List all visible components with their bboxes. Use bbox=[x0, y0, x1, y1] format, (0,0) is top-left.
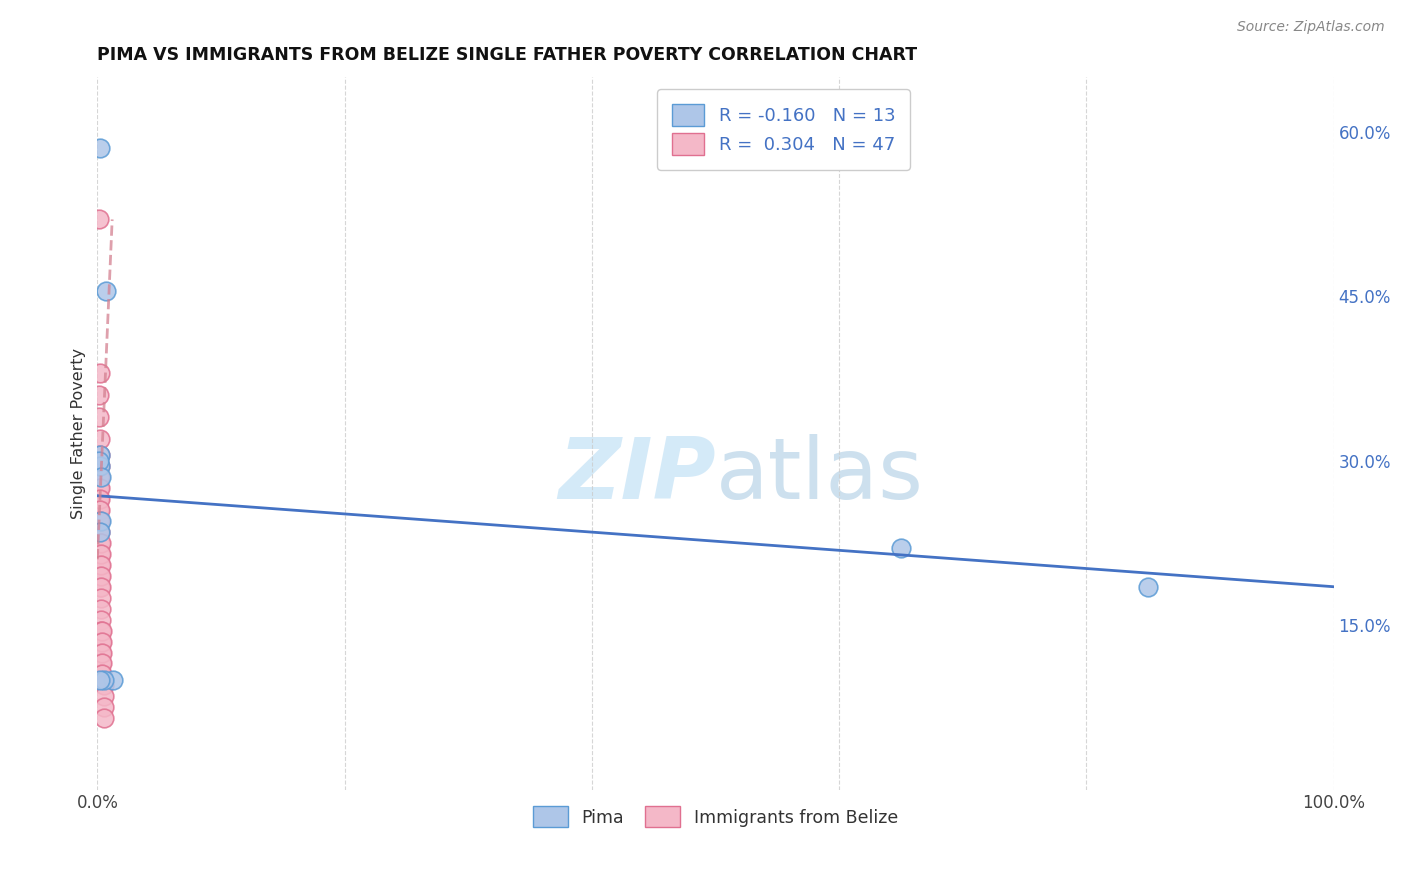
Point bbox=[90, 624, 112, 638]
Point bbox=[91, 657, 114, 671]
Point bbox=[89, 459, 111, 474]
Point bbox=[91, 624, 114, 638]
Point bbox=[89, 366, 111, 380]
Point bbox=[87, 453, 110, 467]
Point bbox=[89, 558, 111, 572]
Point bbox=[87, 481, 110, 495]
Point bbox=[87, 388, 110, 402]
Point bbox=[90, 536, 112, 550]
Point bbox=[89, 448, 111, 462]
Point bbox=[90, 646, 112, 660]
Y-axis label: Single Father Poverty: Single Father Poverty bbox=[72, 348, 86, 519]
Point bbox=[93, 690, 115, 704]
Point bbox=[89, 141, 111, 155]
Point bbox=[89, 580, 111, 594]
Point bbox=[90, 470, 112, 484]
Point bbox=[1137, 580, 1160, 594]
Point bbox=[90, 634, 112, 648]
Point bbox=[89, 481, 111, 495]
Point bbox=[89, 459, 111, 474]
Point bbox=[90, 568, 112, 582]
Point bbox=[89, 448, 111, 462]
Point bbox=[90, 601, 112, 615]
Point bbox=[87, 524, 110, 539]
Text: ZIP: ZIP bbox=[558, 434, 716, 517]
Point bbox=[90, 514, 112, 528]
Text: atlas: atlas bbox=[716, 434, 924, 517]
Point bbox=[90, 591, 112, 605]
Point bbox=[90, 558, 112, 572]
Point bbox=[87, 491, 110, 506]
Point bbox=[91, 634, 114, 648]
Point bbox=[87, 470, 110, 484]
Point bbox=[890, 541, 912, 556]
Point bbox=[87, 459, 110, 474]
Point bbox=[94, 284, 117, 298]
Point bbox=[93, 711, 115, 725]
Point bbox=[89, 470, 111, 484]
Point bbox=[93, 673, 115, 687]
Point bbox=[89, 432, 111, 446]
Point bbox=[89, 524, 111, 539]
Point bbox=[89, 673, 111, 687]
Point bbox=[91, 667, 114, 681]
Point bbox=[91, 646, 114, 660]
Text: PIMA VS IMMIGRANTS FROM BELIZE SINGLE FATHER POVERTY CORRELATION CHART: PIMA VS IMMIGRANTS FROM BELIZE SINGLE FA… bbox=[97, 46, 918, 64]
Point bbox=[93, 678, 115, 692]
Point bbox=[93, 700, 115, 714]
Point bbox=[89, 547, 111, 561]
Point bbox=[103, 673, 125, 687]
Point bbox=[90, 613, 112, 627]
Legend: Pima, Immigrants from Belize: Pima, Immigrants from Belize bbox=[526, 799, 905, 834]
Point bbox=[89, 514, 111, 528]
Point bbox=[89, 524, 111, 539]
Point bbox=[89, 536, 111, 550]
Point bbox=[89, 503, 111, 517]
Point bbox=[87, 212, 110, 227]
Point bbox=[90, 667, 112, 681]
Point bbox=[90, 657, 112, 671]
Point bbox=[87, 409, 110, 424]
Point bbox=[89, 491, 111, 506]
Point bbox=[90, 580, 112, 594]
Text: Source: ZipAtlas.com: Source: ZipAtlas.com bbox=[1237, 20, 1385, 34]
Point bbox=[87, 503, 110, 517]
Point bbox=[89, 568, 111, 582]
Point bbox=[87, 514, 110, 528]
Point bbox=[90, 547, 112, 561]
